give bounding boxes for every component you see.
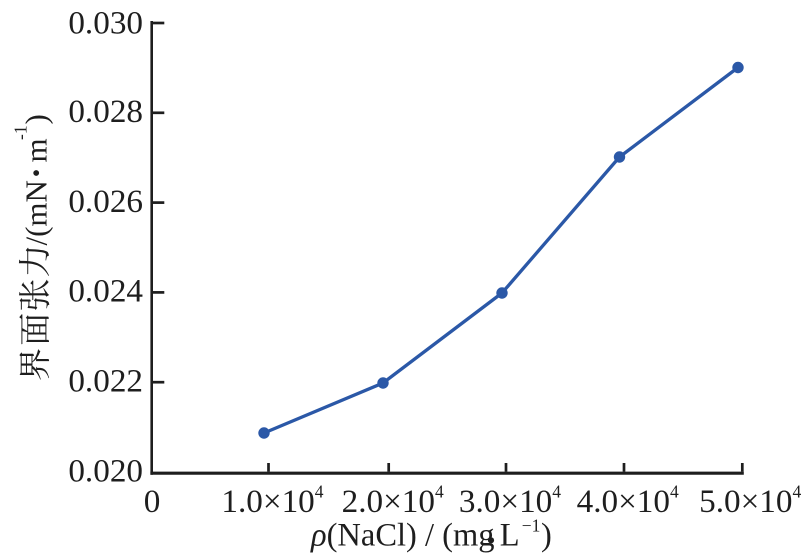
- svg-text:0.030: 0.030: [68, 5, 143, 42]
- svg-text:4: 4: [670, 482, 679, 502]
- svg-text:4: 4: [435, 482, 444, 502]
- svg-text:1.0×10: 1.0×10: [221, 483, 314, 520]
- svg-text:): ): [19, 114, 54, 124]
- svg-text:/(mN: /(mN: [19, 180, 54, 245]
- svg-text:2.0×10: 2.0×10: [342, 483, 435, 520]
- svg-text:4.0×10: 4.0×10: [577, 483, 670, 520]
- svg-text:3.0×10: 3.0×10: [459, 483, 552, 520]
- svg-text:m: m: [19, 138, 54, 162]
- svg-text:0.022: 0.022: [68, 363, 143, 400]
- svg-text:4: 4: [552, 482, 561, 502]
- svg-text:): ): [541, 518, 552, 554]
- svg-text:0.026: 0.026: [68, 183, 143, 220]
- svg-text:L: L: [500, 518, 520, 554]
- svg-text:0: 0: [144, 483, 161, 520]
- svg-text:-1: -1: [11, 125, 31, 140]
- svg-text:ρ(NaCl) / (mg: ρ(NaCl) / (mg: [310, 518, 495, 554]
- svg-text:0.020: 0.020: [68, 452, 143, 489]
- svg-text:−1: −1: [522, 516, 541, 536]
- svg-text:4: 4: [793, 482, 802, 502]
- svg-text:5.0×10: 5.0×10: [699, 483, 792, 520]
- svg-text:0.028: 0.028: [68, 93, 143, 130]
- svg-text:0.024: 0.024: [68, 273, 143, 310]
- svg-text:4: 4: [315, 482, 324, 502]
